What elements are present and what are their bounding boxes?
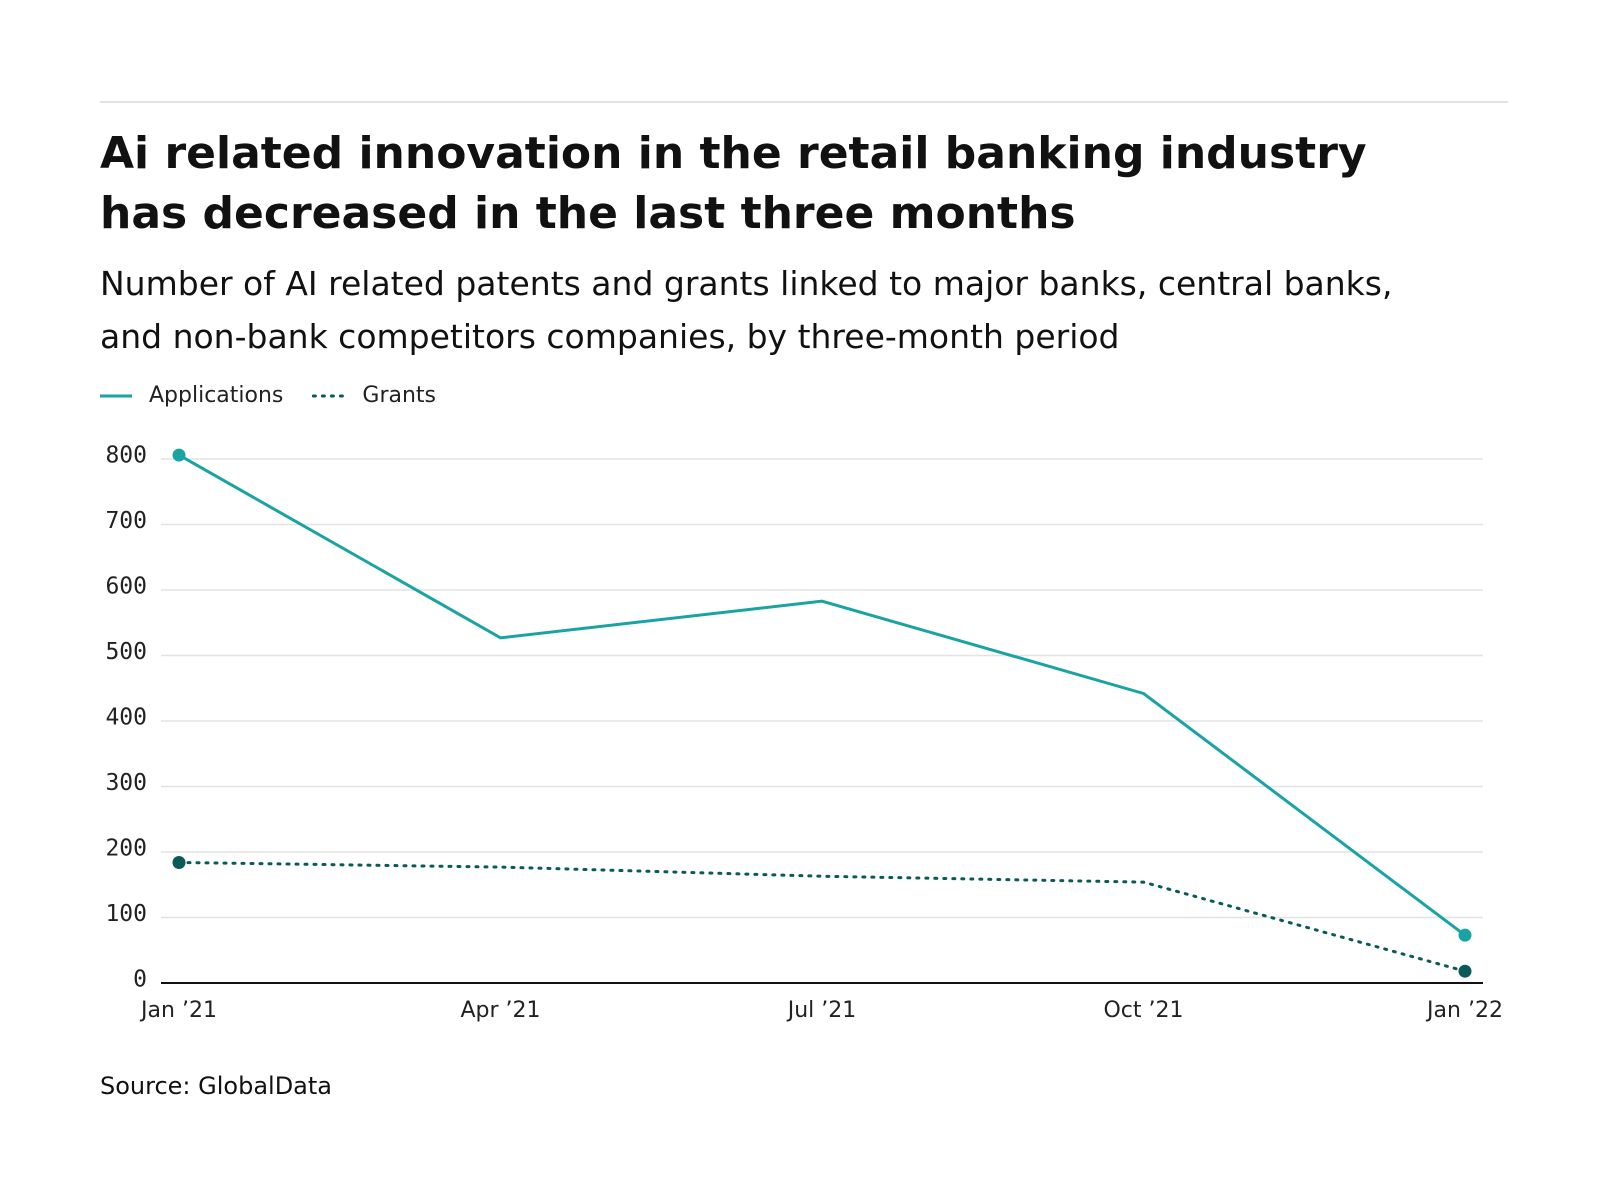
y-tick-label: 100 (105, 901, 147, 927)
y-tick-label: 300 (105, 770, 147, 796)
y-tick-label: 700 (105, 508, 147, 534)
legend-label: Applications (149, 383, 283, 408)
end-point (172, 855, 186, 869)
end-point (1458, 928, 1472, 942)
x-tick-label: Jan ’21 (139, 998, 217, 1023)
chart-subtitle: Number of AI related patents and grants … (100, 264, 1393, 356)
y-tick-label: 800 (105, 443, 147, 469)
x-tick-label: Oct ’21 (1103, 998, 1183, 1023)
top-rule (100, 101, 1508, 103)
chart-title: Ai related innovation in the retail bank… (100, 128, 1367, 239)
y-tick-label: 0 (133, 967, 147, 993)
y-tick-label: 400 (105, 705, 147, 731)
source: Source: GlobalData (100, 1072, 333, 1100)
y-tick-label: 600 (105, 574, 147, 600)
y-tick-label: 500 (105, 639, 147, 665)
y-tick-label: 200 (105, 836, 147, 862)
x-tick-label: Jul ’21 (786, 998, 857, 1023)
end-point (1458, 964, 1472, 978)
x-tick-label: Apr ’21 (460, 998, 540, 1023)
x-tick-label: Jan ’22 (1425, 998, 1503, 1023)
end-point (172, 448, 186, 462)
series-line (178, 453, 1466, 937)
legend-label: Grants (362, 383, 436, 408)
